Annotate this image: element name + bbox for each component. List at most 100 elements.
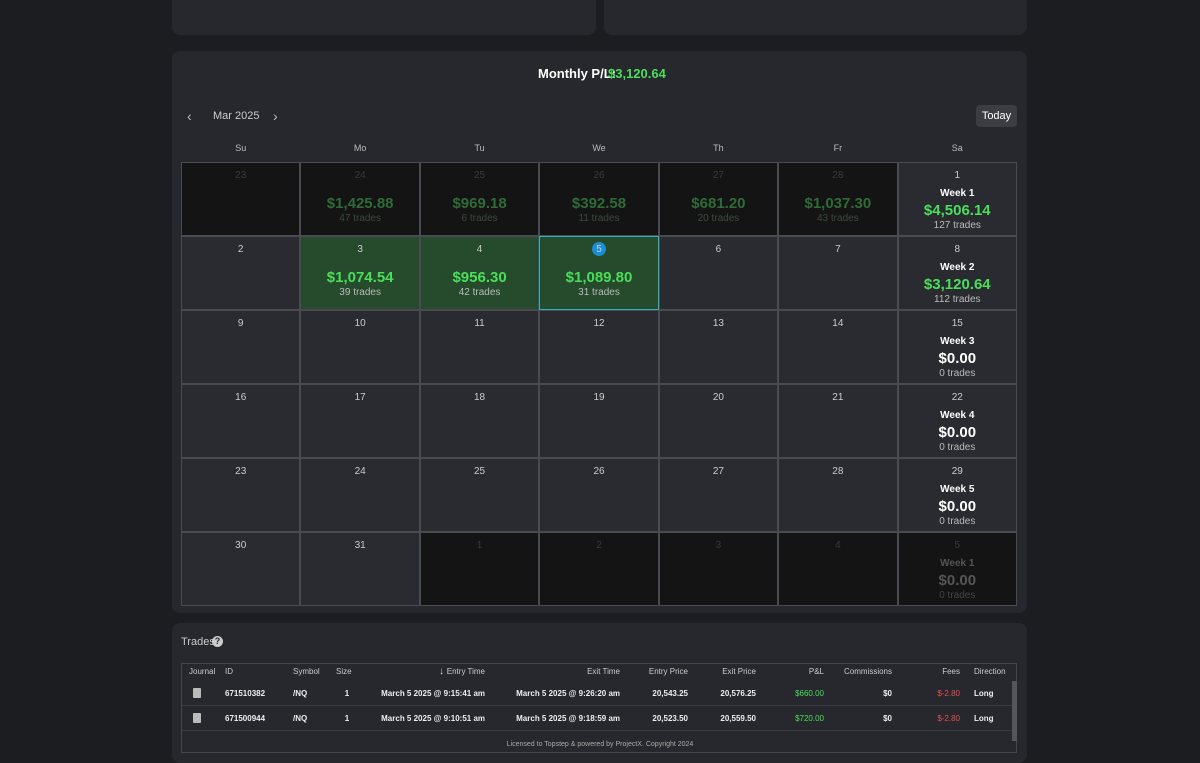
column-header[interactable]: Entry Price [648, 667, 688, 676]
day-cell[interactable] [897, 162, 1017, 236]
day-cell[interactable] [181, 458, 301, 532]
cell-text: March 5 2025 @ 9:26:20 am [516, 689, 620, 698]
day-number: 6 [715, 244, 722, 255]
week-trades: 0 trades [939, 590, 976, 601]
cell-text: /NQ [293, 714, 308, 723]
day-cell[interactable] [778, 310, 898, 384]
column-header[interactable]: Symbol [293, 667, 320, 676]
day-cell[interactable] [778, 236, 898, 310]
day-trades: 20 trades [697, 213, 740, 224]
week-label: Week 1 [940, 188, 975, 199]
column-header[interactable]: Fees [942, 667, 960, 676]
day-cell[interactable] [300, 310, 420, 384]
card-label: Values [374, 0, 395, 2]
day-cell[interactable] [419, 384, 540, 458]
day-cell[interactable] [181, 236, 301, 310]
cell-text: 1 [344, 689, 350, 698]
day-cell[interactable] [897, 310, 1017, 384]
day-trades: 31 trades [578, 287, 620, 298]
day-cell[interactable] [181, 384, 301, 458]
day-cell[interactable] [778, 532, 898, 606]
day-cell[interactable] [897, 532, 1017, 606]
day-number: 14 [832, 318, 844, 329]
day-cell[interactable] [419, 236, 540, 310]
card-label: Values [806, 0, 827, 2]
day-number: 21 [832, 392, 844, 403]
day-cell[interactable] [300, 162, 420, 236]
day-cell[interactable] [897, 458, 1017, 532]
day-number: 12 [593, 318, 605, 329]
column-header[interactable]: Entry Time [446, 667, 485, 676]
day-trades: 39 trades [339, 287, 381, 298]
sort-arrow[interactable]: ↓ [439, 666, 444, 677]
column-header[interactable]: P&L [808, 667, 824, 676]
help-icon[interactable]: ? [212, 636, 223, 647]
day-trades: 11 trades [578, 213, 620, 224]
week-pl: $3,120.64 [923, 276, 991, 293]
day-cell[interactable] [181, 162, 301, 236]
prev-month[interactable]: ‹ [187, 108, 192, 124]
cell-text: 20,523.50 [652, 714, 688, 723]
day-cell[interactable] [658, 162, 779, 236]
day-cell[interactable] [181, 310, 301, 384]
day-cell[interactable] [539, 310, 659, 384]
day-cell[interactable] [419, 310, 540, 384]
day-cell[interactable] [539, 458, 659, 532]
column-header[interactable]: ID [225, 667, 233, 676]
column-header[interactable]: Size [336, 667, 352, 676]
day-cell[interactable] [539, 162, 659, 236]
row-divider [182, 705, 1012, 706]
day-cell[interactable] [539, 532, 659, 606]
day-cell[interactable] [658, 532, 779, 606]
day-cell[interactable] [778, 162, 898, 236]
day-cell[interactable] [539, 384, 659, 458]
day-number: 13 [712, 318, 724, 329]
day-cell[interactable] [419, 532, 540, 606]
day-number: 30 [235, 540, 247, 551]
week-trades: 0 trades [939, 368, 976, 379]
column-header[interactable]: Exit Time [587, 667, 620, 676]
cell-text: $720.00 [795, 714, 824, 723]
day-number: 2 [596, 540, 602, 551]
day-number: 1 [476, 540, 483, 551]
day-cell[interactable] [300, 532, 420, 606]
day-cell[interactable] [778, 458, 898, 532]
monthly-value: $3,120.64 [608, 66, 666, 81]
day-cell[interactable] [419, 458, 540, 532]
day-cell[interactable] [181, 532, 301, 606]
cell-text: /NQ [293, 689, 308, 698]
cell-text: $0 [883, 689, 892, 698]
day-number: 4 [476, 244, 483, 255]
day-number: 8 [954, 244, 961, 255]
next-month[interactable]: › [273, 108, 278, 124]
day-cell[interactable] [300, 236, 420, 310]
column-header[interactable]: Direction [974, 667, 1006, 676]
journal-icon[interactable] [193, 713, 201, 723]
day-cell[interactable] [658, 384, 779, 458]
day-number: 4 [835, 540, 841, 551]
day-cell[interactable] [658, 458, 779, 532]
cell-text: 671500944 [225, 714, 266, 723]
cell-text: March 5 2025 @ 9:18:59 am [516, 714, 620, 723]
journal-icon[interactable] [193, 688, 201, 698]
day-cell[interactable] [300, 384, 420, 458]
column-header[interactable]: Journal [189, 667, 216, 676]
day-cell[interactable] [658, 236, 779, 310]
day-cell[interactable] [897, 236, 1017, 310]
day-cell[interactable] [300, 458, 420, 532]
day-cell[interactable] [897, 384, 1017, 458]
week-pl: $0.00 [938, 498, 977, 515]
day-number: 23 [235, 170, 247, 181]
today-button[interactable]: Today [976, 105, 1017, 127]
day-cell[interactable] [778, 384, 898, 458]
column-header[interactable]: Exit Price [722, 667, 756, 676]
day-number: 3 [715, 540, 722, 551]
week-trades: 0 trades [939, 516, 976, 527]
day-cell[interactable] [419, 162, 540, 236]
day-trades: 42 trades [458, 287, 501, 298]
day-trades: 43 trades [816, 213, 859, 224]
day-cell[interactable] [658, 310, 779, 384]
day-number: 24 [354, 170, 366, 181]
column-header[interactable]: Commissions [843, 667, 892, 676]
cell-text: 671510382 [225, 689, 266, 698]
